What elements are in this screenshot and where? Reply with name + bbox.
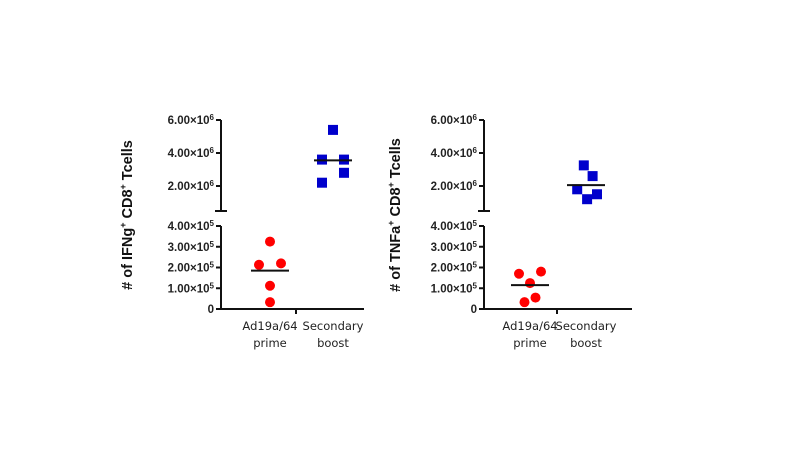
data-point-circle — [276, 258, 286, 269]
x-category-label: boost — [317, 336, 349, 350]
x-category-label: Ad19a/64 — [502, 319, 557, 333]
data-point-circle — [265, 280, 275, 291]
data-point-circle — [525, 278, 535, 289]
y-tick-label: 4.00×105 — [431, 219, 478, 233]
data-point-square — [572, 184, 583, 195]
y-tick-label: 2.00×106 — [431, 179, 478, 193]
y-tick-label: 2.00×105 — [431, 261, 478, 275]
y-tick-label: 1.00×105 — [431, 281, 478, 295]
y-tick-label: 4.00×105 — [168, 219, 215, 233]
data-point-circle — [265, 236, 275, 247]
data-point-circle — [530, 292, 541, 303]
y-tick-label: 0 — [208, 304, 214, 316]
data-point-circle — [254, 259, 264, 270]
chart-panel-2: 6.00×106 4.00×106 2.00×106 4.00×105 3.00×105… — [386, 113, 632, 350]
data-point-square — [339, 167, 349, 178]
data-point-square — [592, 189, 602, 200]
data-point-circle — [265, 297, 275, 308]
x-category-label: Secondary — [303, 319, 364, 333]
y-tick-label: 3.00×105 — [431, 240, 478, 254]
y-tick-label: 1.00×105 — [168, 281, 215, 295]
chart-panel-1: 6.00×106 4.00×106 2.00×106 4.00×105 3.00×105… — [118, 113, 364, 350]
data-point-circle — [519, 297, 530, 308]
data-point-circle — [536, 266, 546, 277]
y-axis-label: # of TNFa+ CD8+ Tcells — [386, 138, 404, 292]
data-point-square — [328, 124, 338, 135]
data-point-square — [578, 160, 589, 171]
data-point-square — [317, 177, 327, 188]
y-tick-label: 6.00×106 — [431, 113, 478, 127]
x-category-label: prime — [513, 336, 547, 350]
y-tick-label: 0 — [471, 304, 477, 316]
y-axis-label: # of IFNg+ CD8+ Tcells — [118, 140, 136, 290]
y-tick-label: 4.00×106 — [168, 146, 215, 160]
x-category-label: Secondary — [556, 319, 617, 333]
x-category-label: Ad19a/64 — [242, 319, 297, 333]
y-tick-label: 2.00×106 — [168, 179, 215, 193]
data-point-square — [582, 194, 593, 205]
x-category-label: boost — [570, 336, 602, 350]
x-category-label: prime — [253, 336, 287, 350]
y-tick-label: 2.00×105 — [168, 261, 215, 275]
y-tick-label: 6.00×106 — [168, 113, 215, 127]
data-point-square — [587, 171, 598, 182]
y-tick-label: 3.00×105 — [168, 240, 215, 254]
data-point-circle — [514, 268, 524, 279]
y-tick-label: 4.00×106 — [431, 146, 478, 160]
